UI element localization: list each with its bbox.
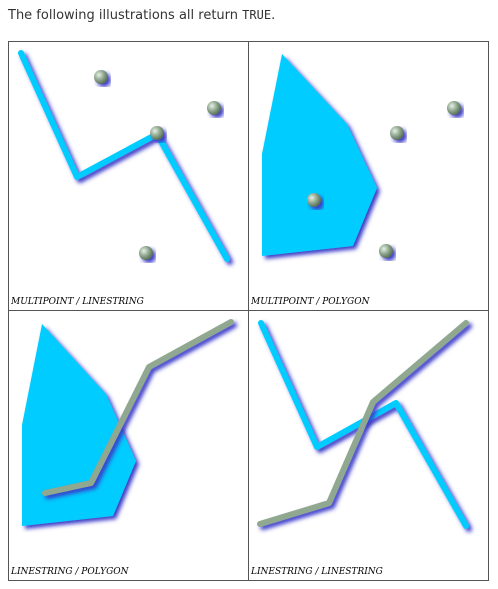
caption: LINESTRING / POLYGON xyxy=(11,567,129,577)
point xyxy=(447,101,461,115)
caption: LINESTRING / LINESTRING xyxy=(251,567,383,577)
illustration-grid: MULTIPOINT / LINESTRING xyxy=(8,41,489,581)
point xyxy=(379,244,393,258)
illustration-multipoint-polygon: MULTIPOINT / POLYGON xyxy=(249,42,488,311)
point xyxy=(390,126,404,140)
illustration-linestring-linestring: LINESTRING / LINESTRING xyxy=(249,311,488,580)
polygon xyxy=(262,54,377,256)
multipoint-polygon-figure xyxy=(262,54,461,258)
linestring xyxy=(257,320,469,527)
intro-before: The following illustrations all return xyxy=(8,8,243,23)
linestring xyxy=(42,319,234,496)
linestring xyxy=(258,320,469,529)
point xyxy=(150,126,164,140)
point xyxy=(307,193,321,207)
intro-text: The following illustrations all return T… xyxy=(8,8,275,23)
linestring-linestring-figure xyxy=(257,320,469,529)
caption: MULTIPOINT / LINESTRING xyxy=(11,297,144,307)
intro-after: . xyxy=(271,8,276,23)
caption: MULTIPOINT / POLYGON xyxy=(251,297,370,307)
polygon xyxy=(22,324,136,526)
linestring xyxy=(18,50,230,262)
point xyxy=(139,246,153,260)
point xyxy=(207,101,221,115)
illustration-linestring-polygon: LINESTRING / POLYGON xyxy=(9,311,249,580)
multipoint-linestring-figure xyxy=(18,50,230,262)
illustration-multipoint-linestring: MULTIPOINT / LINESTRING xyxy=(9,42,249,311)
intro-keyword: TRUE xyxy=(242,8,272,22)
point xyxy=(94,70,108,84)
linestring-polygon-figure xyxy=(22,319,234,526)
